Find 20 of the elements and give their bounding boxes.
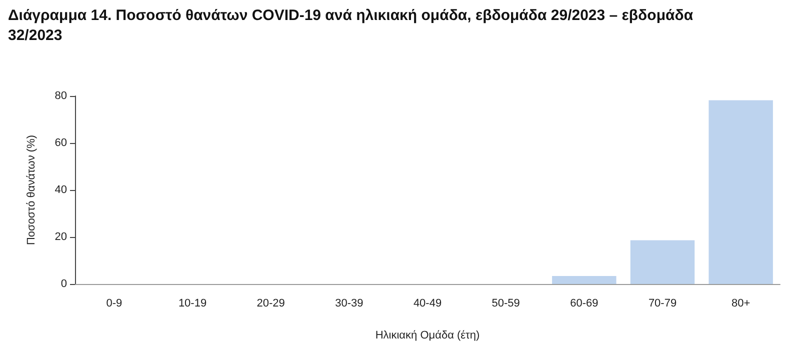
x-tick-label: 10-19 <box>178 298 207 310</box>
bar <box>552 276 616 284</box>
x-tick-label: 20-29 <box>256 298 285 310</box>
x-axis-title: Ηλικιακή Ομάδα (έτη) <box>375 330 480 342</box>
x-tick-label: 0-9 <box>106 298 122 310</box>
y-tick-label: 40 <box>54 184 67 196</box>
y-tick-label: 60 <box>54 137 67 149</box>
x-tick-label: 50-59 <box>492 298 520 310</box>
chart-title: Διάγραμμα 14. Ποσοστό θανάτων COVID-19 ανά ηλικιακή ομάδα, εβδομάδα 29/2023 – εβδομάδα 32/2023 <box>8 6 694 46</box>
bar <box>708 100 773 284</box>
y-axis-title: Ποσοστό θανάτων (%) <box>26 134 38 246</box>
x-tick-label: 80+ <box>731 298 750 310</box>
y-tick-label: 80 <box>54 90 67 102</box>
x-tick-label: 40-49 <box>413 298 442 310</box>
y-tick-label: 0 <box>60 278 67 290</box>
x-tick-label: 70-79 <box>648 298 677 310</box>
x-tick-label: 30-39 <box>335 298 364 310</box>
x-tick-label: 60-69 <box>570 298 598 310</box>
y-tick-label: 20 <box>54 231 67 243</box>
bar <box>630 240 695 284</box>
